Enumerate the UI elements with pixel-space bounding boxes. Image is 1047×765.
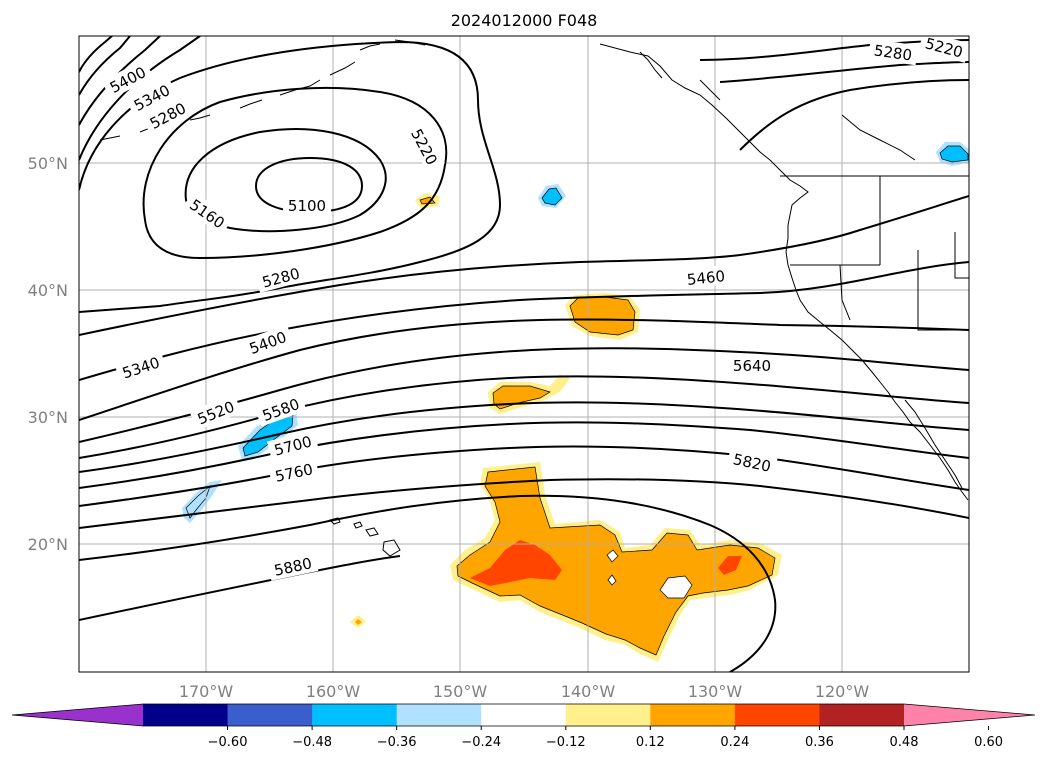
colorbar-segment [734,704,820,726]
colorbar-tick-label: 0.48 [890,735,919,750]
contour-5340 [79,261,969,381]
colorbar: −0.60 −0.48 −0.36 −0.24 −0.12 0.12 0.24 0.36 0.4… [11,703,1036,750]
contour-5820 [79,478,969,529]
lat-label-30n: 30°N [28,408,68,427]
anomaly-hole-1 [659,575,693,599]
contour-5760 [79,445,969,507]
colorbar-tick-label: −0.12 [546,735,586,750]
colorbar-tick-label: −0.60 [208,735,248,750]
colorbar-segment [312,704,398,726]
colorbar-tick-label: 0.36 [805,735,834,750]
anomaly-fill-blue-47n-core [541,187,563,206]
contour-5400 [79,318,969,421]
colorbar-segment [481,704,567,726]
lon-label-130w: 130°W [688,682,743,701]
anomaly-fill-blue-50n-core [939,145,969,163]
contour-label-c5100: 5100 [283,195,331,215]
contour-5280-north [79,40,502,313]
lat-label-40n: 40°N [28,281,68,300]
svg-text:5280: 5280 [873,41,913,64]
anomaly-fill-38n-orange [570,297,635,335]
contour-5640 [79,401,969,473]
contour-5160 [184,128,387,233]
lat-label-20n: 20°N [28,535,68,554]
lon-label-160w: 160°W [306,682,361,701]
latitude-labels: 50°N 40°N 30°N 20°N [28,154,68,554]
colorbar-tick-label: −0.48 [292,735,332,750]
contour-5700 [79,421,969,489]
anomaly-fill-14n-orange [355,619,362,625]
contour-5880 [79,494,777,672]
anomaly-fill-red-2 [718,556,742,575]
colorbar-extend-high [904,704,1035,726]
contour-label-c5640: 5640 [728,355,776,375]
colorbar-tick-label: 0.24 [720,735,749,750]
svg-text:5460: 5460 [686,267,726,289]
colorbar-segment [396,704,482,726]
svg-text:5640: 5640 [733,357,771,375]
colorbar-segment [565,704,651,726]
height-contours [79,36,969,672]
contour-5580 [79,375,969,459]
figure-title: 2024012000 F048 [451,11,598,30]
coastlines [99,39,969,557]
lon-label-170w: 170°W [179,682,234,701]
lat-label-50n: 50°N [28,154,68,173]
colorbar-tick-label: −0.24 [461,735,501,750]
anomaly-fill-red-1 [470,540,562,586]
anomaly-outlines [419,196,776,656]
contour-5220 [142,86,448,260]
colorbar-extend-low [12,704,143,726]
colorbar-segment [227,704,313,726]
contour-label-c5460: 5460 [680,264,731,290]
colorbar-segment [819,704,905,726]
colorbar-tick-label: 0.12 [636,735,665,750]
anomaly-fill-blue-28n-core [242,414,294,457]
lon-label-120w: 120°W [815,682,870,701]
colorbar-tick-label: 0.60 [974,735,1003,750]
contour-label-c5280b: 5280 [867,38,919,66]
contour-5460 [79,195,969,336]
anomaly-fill-large-south-orange [457,467,775,655]
lon-label-150w: 150°W [433,682,488,701]
colorbar-segment [143,704,229,726]
map-border [78,35,970,673]
lon-label-140w: 140°W [561,682,616,701]
longitude-labels: 170°W 160°W 150°W 140°W 130°W 120°W [179,682,870,701]
colorbar-tick-label: −0.36 [377,735,417,750]
svg-text:5100: 5100 [288,197,326,215]
negative-anomaly-fills [182,142,969,523]
colorbar-segment [650,704,736,726]
